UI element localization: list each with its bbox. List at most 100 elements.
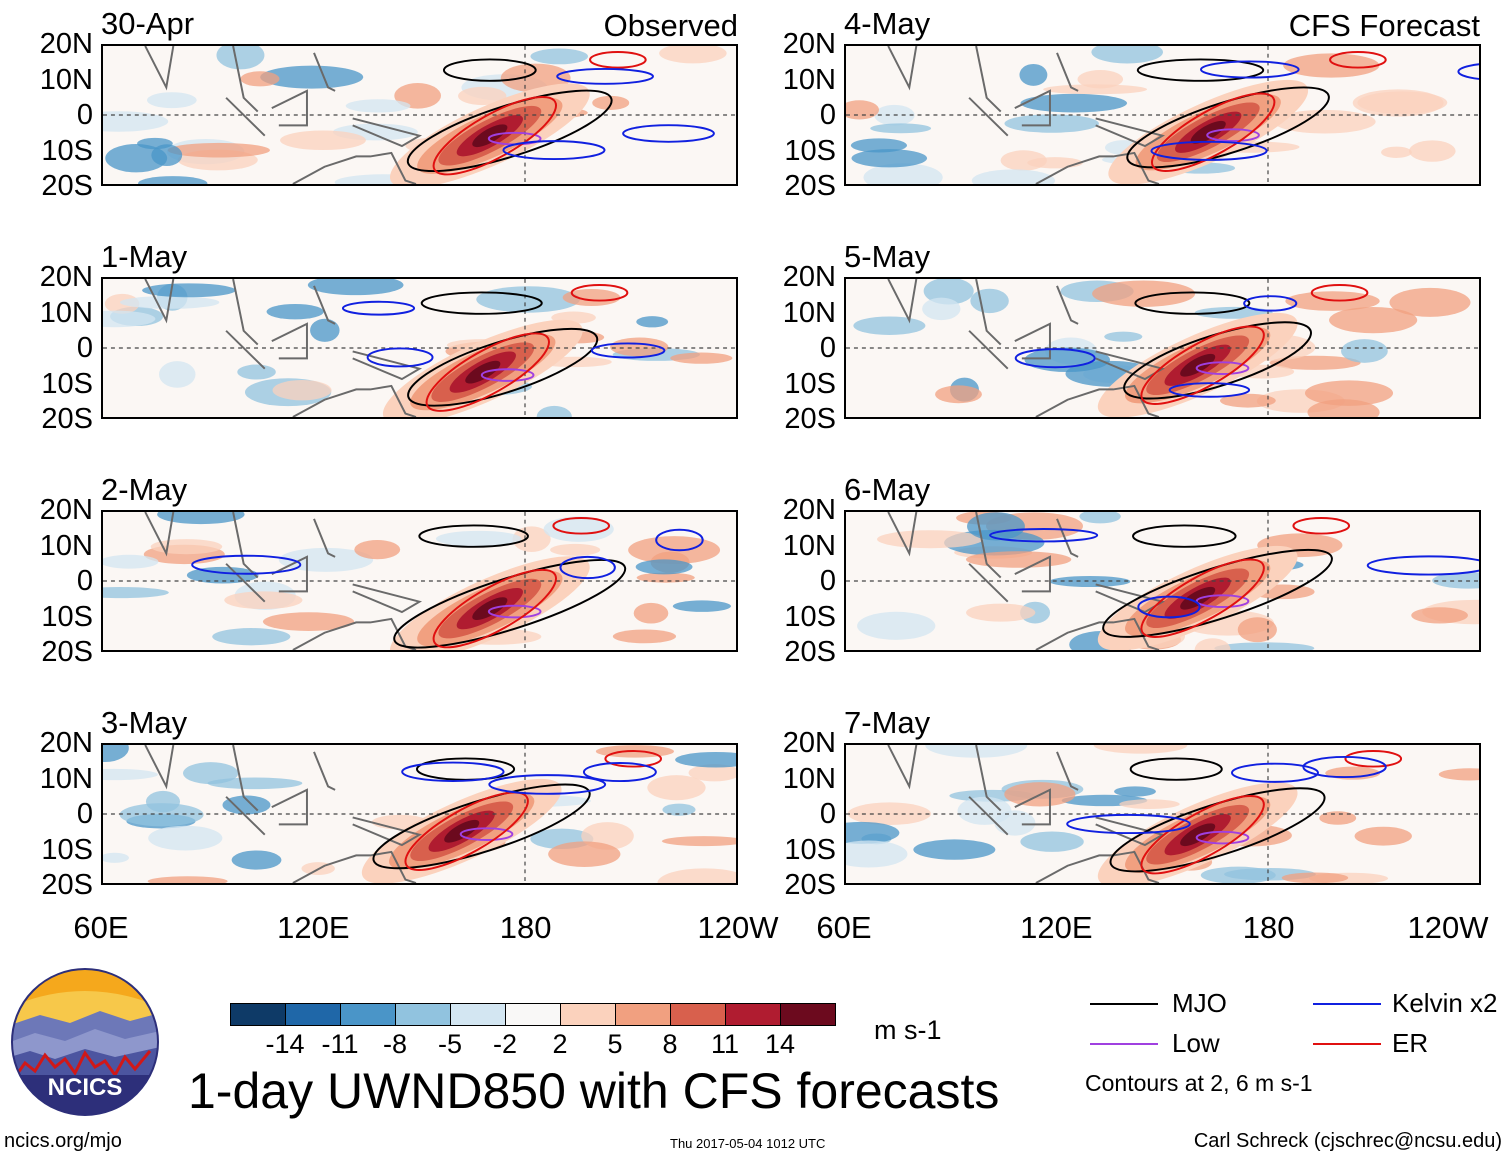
coastline — [887, 512, 1166, 650]
er-contour — [1329, 51, 1387, 69]
anomaly-blob — [147, 92, 197, 109]
anomaly-blob — [913, 839, 996, 860]
low-contour — [1206, 128, 1260, 142]
mjo-contour — [442, 58, 537, 82]
lat-tick-label: 20N — [782, 28, 836, 60]
mjo-contour — [1126, 86, 1330, 169]
anomaly-blob — [659, 46, 727, 64]
anomaly-blob — [354, 539, 401, 560]
anomaly-blob — [850, 138, 907, 153]
legend-low-line — [1090, 1043, 1158, 1045]
lon-tick-label: 60E — [816, 910, 872, 945]
anomaly-blob — [1104, 331, 1143, 342]
footer-author: Carl Schreck (cjschrec@ncsu.edu) — [1193, 1130, 1502, 1152]
er-contour — [432, 568, 558, 649]
anomaly-blob — [633, 602, 669, 624]
lon-tick-label: 180 — [1242, 910, 1295, 945]
anomaly-blob — [1079, 512, 1121, 524]
anomaly-blob — [1092, 280, 1196, 307]
kelvin-contour — [582, 762, 657, 783]
anomaly-blob — [1341, 339, 1388, 363]
anomaly-blob — [145, 790, 181, 813]
anomaly-blob — [1273, 109, 1376, 134]
anomaly-blob — [636, 572, 695, 583]
anomaly-blob — [925, 745, 1028, 758]
anomaly-blob — [216, 46, 265, 70]
anomaly-blob — [1352, 89, 1444, 117]
colorbar-swatch — [615, 1003, 671, 1026]
colorbar-swatch — [505, 1003, 561, 1026]
main-title: 1-day UWND850 with CFS forecasts — [188, 1063, 1000, 1119]
colorbar-tick-label: 11 — [710, 1029, 740, 1059]
kelvin-contour — [1230, 762, 1319, 783]
low-contour — [1195, 830, 1250, 845]
anomaly-core — [444, 819, 480, 843]
anomaly-blob — [1304, 380, 1394, 406]
kelvin-contour — [1302, 755, 1387, 779]
anomaly-blob — [142, 283, 236, 298]
map-panel — [844, 277, 1481, 419]
low-contour — [1195, 361, 1250, 375]
anomaly-blob — [103, 554, 159, 569]
anomaly-blob — [1119, 799, 1180, 809]
anomaly-blob — [103, 768, 158, 781]
lon-tick-label: 120W — [1407, 910, 1489, 945]
panel-date-label: 5-May — [844, 239, 931, 274]
kelvin-contour — [1137, 595, 1201, 619]
anomaly-blob — [1432, 572, 1479, 589]
anomaly-blob — [147, 876, 228, 883]
anomaly-blob — [1214, 642, 1315, 650]
kelvin-contour — [191, 554, 302, 575]
anomaly-blob — [1020, 831, 1084, 852]
er-contour — [1310, 284, 1369, 302]
anomaly-blob — [240, 71, 280, 87]
anomaly-blob — [662, 803, 696, 816]
anomaly-blob — [1281, 872, 1349, 883]
anomaly-core — [1180, 823, 1216, 847]
er-contour — [552, 517, 611, 535]
kelvin-contour — [622, 124, 715, 143]
anomaly-blob — [1194, 638, 1231, 650]
lon-tick-label: 60E — [73, 910, 129, 945]
anomaly-blob — [157, 512, 245, 525]
er-contour — [404, 791, 529, 871]
coastline — [144, 279, 423, 417]
lat-tick-label: 20N — [782, 727, 836, 759]
lat-tick-label: 20S — [41, 170, 93, 202]
coastline — [887, 279, 1166, 417]
anomaly-blob — [183, 762, 239, 785]
anomaly-blob — [863, 163, 943, 184]
footer-url[interactable]: ncics.org/mjo — [4, 1130, 122, 1152]
lat-tick-label: 20S — [41, 403, 93, 435]
anomaly-blob — [167, 142, 270, 158]
mjo-contour — [1136, 58, 1265, 82]
anomaly-blob — [688, 764, 736, 782]
anomaly-blob — [1438, 768, 1479, 781]
mjo-contour — [418, 524, 529, 548]
anomaly-blob — [231, 850, 282, 870]
anomaly-blob — [657, 868, 736, 883]
lat-tick-label: 0 — [76, 99, 93, 131]
mjo-contour — [407, 327, 599, 407]
colorbar-swatch — [340, 1003, 396, 1026]
anomaly-blob — [266, 303, 324, 320]
anomaly-core — [465, 360, 501, 384]
mjo-contour — [1134, 291, 1251, 315]
legend-mjo-line — [1090, 1003, 1158, 1005]
er-contour — [432, 96, 558, 176]
anomaly-blob — [612, 629, 677, 644]
colorbar-tick-label: -8 — [382, 1029, 407, 1059]
anomaly-blob — [159, 361, 196, 388]
anomaly-blob — [212, 628, 291, 646]
lat-tick-label: 10S — [784, 600, 836, 633]
legend-er-line — [1313, 1043, 1381, 1045]
lat-tick-label: 20N — [39, 28, 93, 60]
anomaly-blob — [103, 111, 169, 132]
kelvin-contour — [559, 555, 616, 580]
map-panel — [844, 510, 1481, 652]
anomaly-blob — [530, 48, 589, 65]
colorbar-swatch — [285, 1003, 341, 1026]
coastline — [887, 745, 1166, 883]
legend-kelvin-line — [1313, 1003, 1381, 1005]
anomaly-blob — [1354, 826, 1412, 846]
